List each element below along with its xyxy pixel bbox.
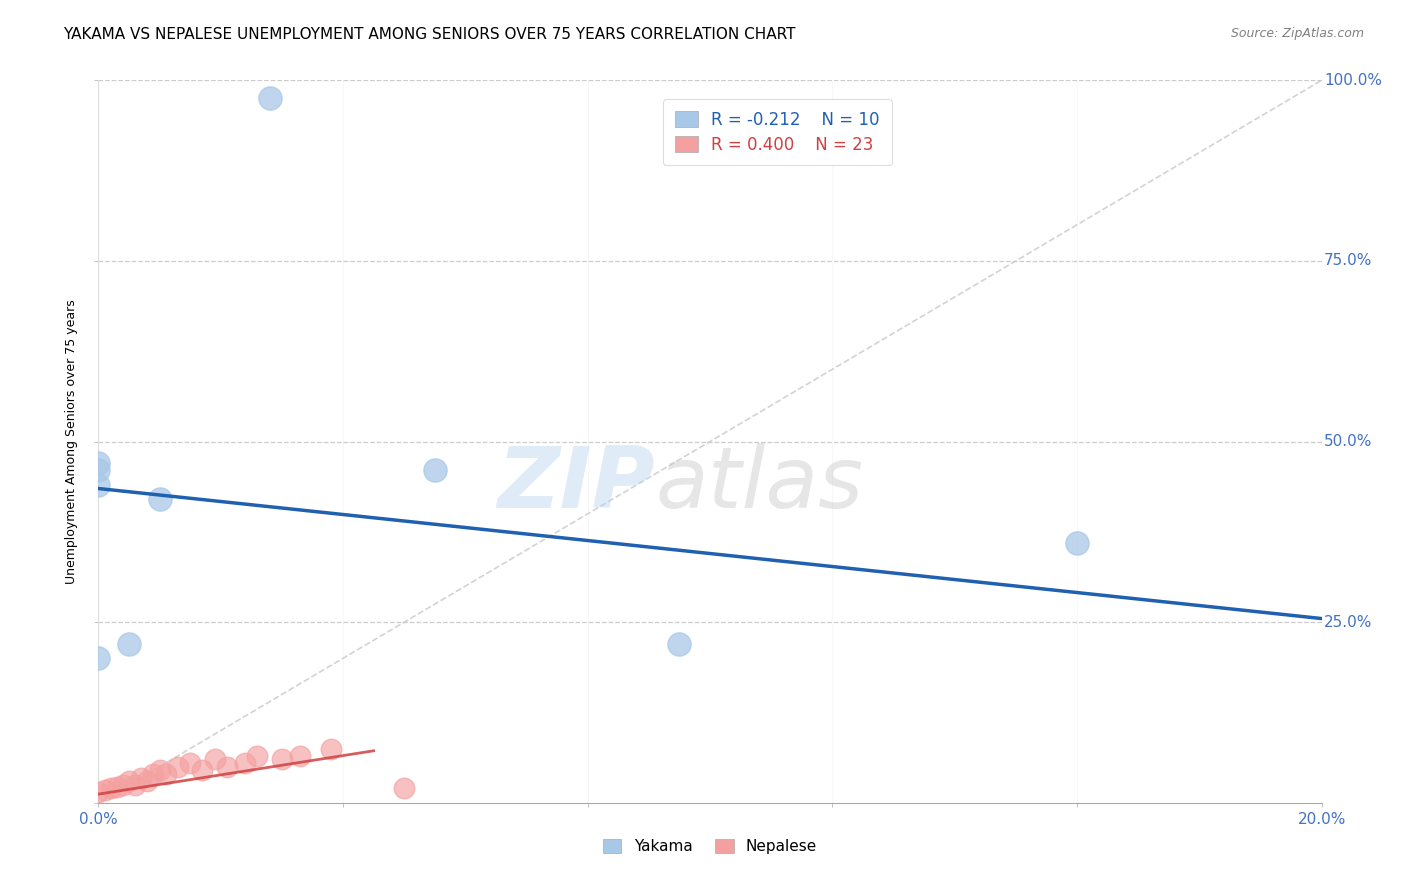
Point <box>668 637 690 651</box>
Point <box>142 767 165 781</box>
Point <box>423 463 446 477</box>
Point <box>233 756 256 770</box>
Point <box>319 741 342 756</box>
Y-axis label: Unemployment Among Seniors over 75 years: Unemployment Among Seniors over 75 years <box>65 299 79 584</box>
Point <box>290 748 312 763</box>
Point <box>129 771 152 785</box>
Text: ZIP: ZIP <box>498 443 655 526</box>
Point <box>259 91 281 105</box>
Text: 75.0%: 75.0% <box>1324 253 1372 268</box>
Point <box>118 637 141 651</box>
Point <box>270 752 292 766</box>
Point <box>1066 535 1088 549</box>
Point <box>87 463 110 477</box>
Point <box>87 651 110 665</box>
Point <box>87 785 110 799</box>
Point <box>87 478 110 492</box>
Point <box>204 752 226 766</box>
Text: 50.0%: 50.0% <box>1324 434 1372 449</box>
Point <box>392 781 416 796</box>
Point <box>215 760 238 774</box>
Legend: Yakama, Nepalese: Yakama, Nepalese <box>598 832 823 860</box>
Point <box>124 778 146 792</box>
Point <box>191 764 214 778</box>
Point <box>105 780 128 794</box>
Point <box>100 781 122 796</box>
Point <box>87 456 110 470</box>
Point <box>149 492 172 507</box>
Point <box>155 767 177 781</box>
Text: YAKAMA VS NEPALESE UNEMPLOYMENT AMONG SENIORS OVER 75 YEARS CORRELATION CHART: YAKAMA VS NEPALESE UNEMPLOYMENT AMONG SE… <box>63 27 796 42</box>
Point <box>118 774 141 789</box>
Point <box>246 748 269 763</box>
Point <box>167 760 190 774</box>
Point <box>111 778 134 792</box>
Point <box>136 774 159 789</box>
Text: atlas: atlas <box>655 443 863 526</box>
Point <box>149 764 172 778</box>
Point <box>179 756 201 770</box>
Text: 100.0%: 100.0% <box>1324 73 1382 87</box>
Point <box>93 782 115 797</box>
Text: Source: ZipAtlas.com: Source: ZipAtlas.com <box>1230 27 1364 40</box>
Text: 25.0%: 25.0% <box>1324 615 1372 630</box>
